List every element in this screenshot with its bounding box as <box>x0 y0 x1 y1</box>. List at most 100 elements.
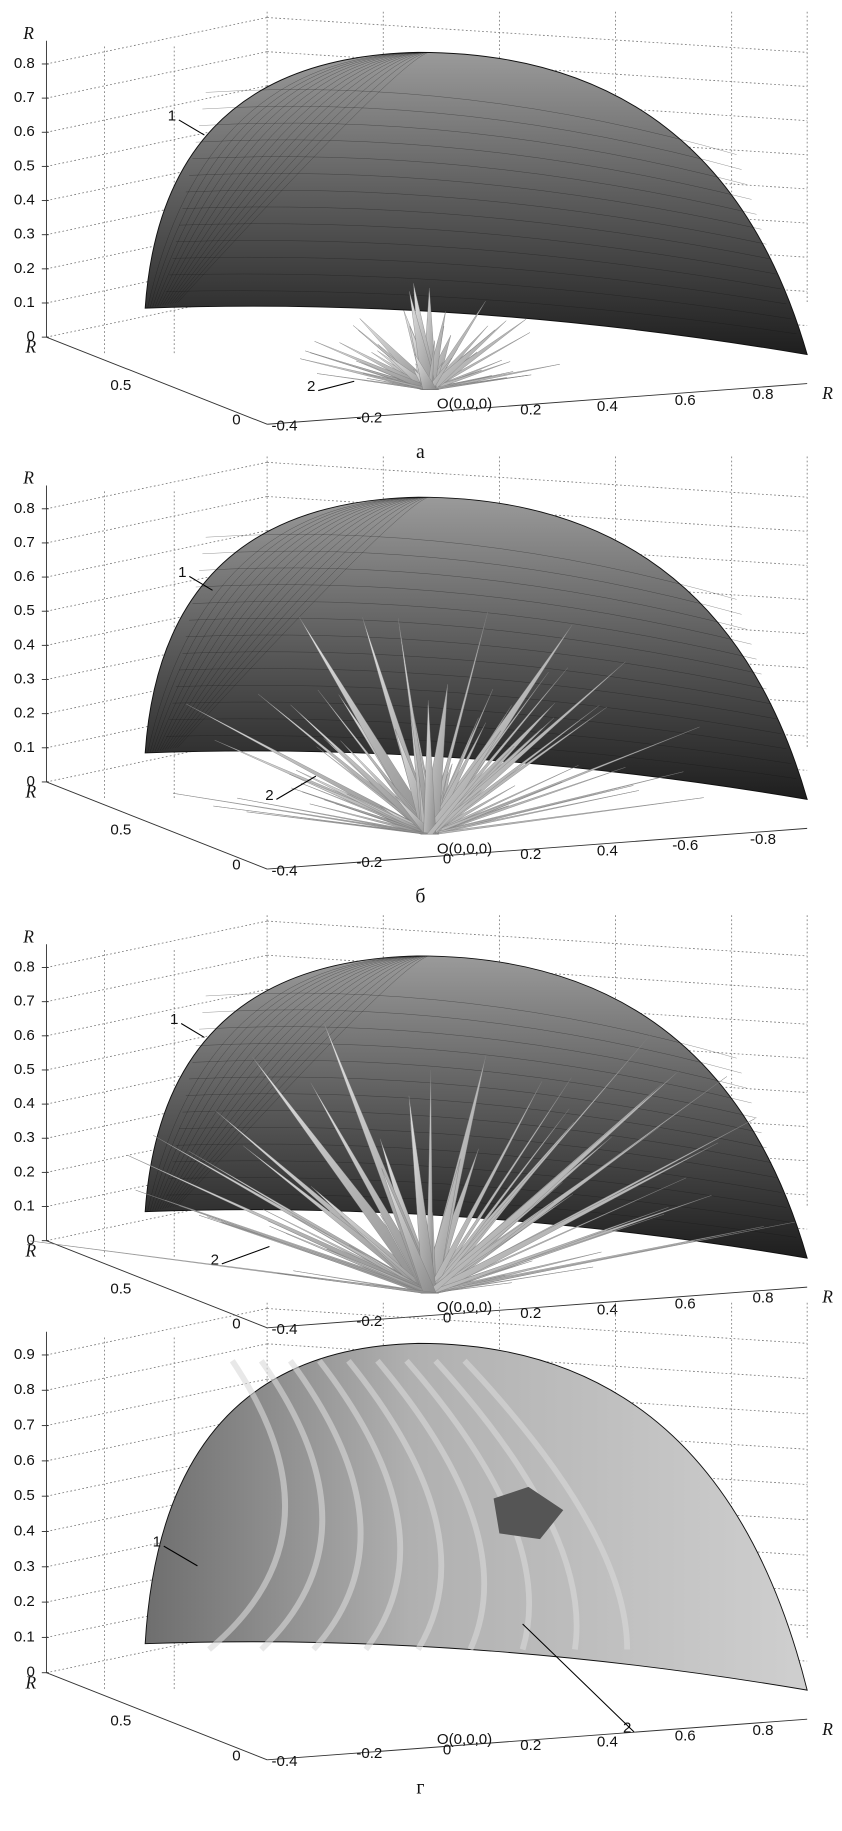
mesh-line <box>174 52 429 304</box>
x-tick-label: 0.2 <box>520 401 541 418</box>
z-tick-label: 0.4 <box>14 1522 35 1539</box>
plot-panel: 0 0.1 0.2 0.3 0.4 0.5 0.6 0.7 0.8 R R 0.5 0 -0.4 -0.2 0… <box>14 456 808 908</box>
grid-line <box>46 461 268 510</box>
mesh-line <box>152 52 421 307</box>
plot-panel: 0 0.1 0.2 0.3 0.4 0.5 0.6 0.7 0.8 0.9 R 0.5 0 -0.4 -0.… <box>14 1302 833 1798</box>
mesh-line <box>182 206 772 260</box>
mesh-line <box>162 52 424 306</box>
z-tick-label: 0.7 <box>14 993 35 1010</box>
z-tick-label: 0.8 <box>14 55 35 72</box>
callout-arrow <box>189 575 213 591</box>
callout-label: 2 <box>307 378 315 395</box>
y-tick-label: 0 <box>232 1747 240 1764</box>
hemisphere-surface <box>144 1342 808 1691</box>
z-tick-label: 0.1 <box>14 294 35 311</box>
grid-line <box>267 1308 808 1344</box>
callout-label: 2 <box>265 787 273 804</box>
mesh-line <box>189 173 762 230</box>
z-tick-label: 0.6 <box>14 1027 35 1044</box>
interference-band <box>317 1358 403 1652</box>
mesh-line <box>205 534 737 600</box>
mesh-line <box>152 496 421 752</box>
z-tick-label: 0.4 <box>14 636 35 653</box>
z-tick-label: 0 <box>26 773 34 790</box>
y-tick-label: 0.5 <box>110 822 131 839</box>
grid-line <box>267 17 808 53</box>
z-tick-label: 0.1 <box>14 1628 35 1645</box>
callout-label: 1 <box>153 1534 161 1551</box>
z-tick-label: 0.2 <box>14 260 35 277</box>
mesh-line <box>147 955 419 1212</box>
interference-band <box>462 1358 631 1650</box>
mesh-line <box>169 955 427 1208</box>
mesh-line <box>154 52 422 307</box>
mesh-line <box>195 1043 752 1104</box>
panel-caption: г <box>416 1776 424 1798</box>
y-axis-label: R <box>25 782 37 802</box>
z-tick-label: 0.5 <box>14 602 35 619</box>
grid-line <box>46 51 268 99</box>
x-tick-label: 0.4 <box>597 1733 618 1750</box>
mesh-line <box>185 634 767 690</box>
callout-label: 2 <box>623 1719 631 1736</box>
origin-label: O(0,0,0) <box>437 840 492 857</box>
z-tick-label: 0 <box>26 1232 34 1249</box>
mesh-line <box>164 52 425 305</box>
mesh-line <box>154 955 422 1211</box>
z-tick-label: 0.5 <box>14 1487 35 1504</box>
x-axis-label: R <box>821 1719 833 1739</box>
z-tick-label: 0.5 <box>14 157 35 174</box>
y-axis-label: R <box>25 1672 37 1692</box>
radiation-spike <box>277 1273 439 1294</box>
x-tick-label: -0.4 <box>272 862 298 879</box>
mesh-line <box>147 52 419 308</box>
x-axis-label: R <box>821 1287 833 1307</box>
callout-label: 1 <box>170 1011 178 1028</box>
callout-arrow <box>522 1623 635 1733</box>
interference-band <box>288 1359 364 1652</box>
origin-label: O(0,0,0) <box>437 1731 492 1748</box>
mesh-line <box>182 651 772 705</box>
x-tick-label: 0.6 <box>675 392 696 409</box>
grid-line <box>267 920 808 957</box>
x-tick-label: -0.6 <box>672 837 698 854</box>
mesh-line <box>169 1177 792 1223</box>
grid-line <box>46 17 268 65</box>
z-tick-label: 0.8 <box>14 959 35 976</box>
mesh-line <box>192 156 757 215</box>
z-tick-label: 0.5 <box>14 1061 35 1078</box>
x-tick-label: -0.4 <box>272 418 298 435</box>
y-axis-label: R <box>25 1240 37 1260</box>
x-tick-label: 0.6 <box>675 1728 696 1745</box>
y-axis <box>46 781 268 870</box>
mesh-line <box>202 1009 742 1074</box>
plot-panel: 0 0.1 0.2 0.3 0.4 0.5 0.6 0.7 0.8 R R 0.5 0 -0.4 -0.2 0… <box>14 915 833 1366</box>
mesh-line <box>192 1059 757 1119</box>
interference-band <box>258 1359 326 1652</box>
z-tick-label: 0.8 <box>14 500 35 517</box>
y-tick-label: 0 <box>232 1315 240 1332</box>
callout-label: 1 <box>178 564 186 581</box>
x-tick-label: -0.8 <box>750 831 776 848</box>
x-tick-label: 0.2 <box>520 1737 541 1754</box>
mesh-line <box>169 273 792 320</box>
x-tick-label: 0 <box>443 1742 451 1759</box>
mesh-line <box>152 955 421 1211</box>
grid-line <box>46 496 268 544</box>
y-tick-label: 0 <box>232 412 240 429</box>
y-tick-label: 0.5 <box>110 1280 131 1297</box>
x-tick-label: 0.2 <box>520 1305 541 1322</box>
z-axis-label: R <box>22 23 34 43</box>
mesh-line <box>165 1194 797 1238</box>
callout-arrow <box>163 1545 198 1567</box>
callout-arrow <box>178 119 205 136</box>
grid-line <box>46 1378 268 1426</box>
y-tick-label: 0.5 <box>110 1712 131 1729</box>
x-axis <box>267 1286 808 1329</box>
z-tick-label: 0.7 <box>14 1417 35 1434</box>
mesh-line <box>159 955 424 1210</box>
mesh-line <box>157 955 423 1210</box>
x-tick-label: 0 <box>443 1309 451 1326</box>
mesh-line <box>199 122 747 185</box>
z-tick-label: 0.8 <box>14 1381 35 1398</box>
